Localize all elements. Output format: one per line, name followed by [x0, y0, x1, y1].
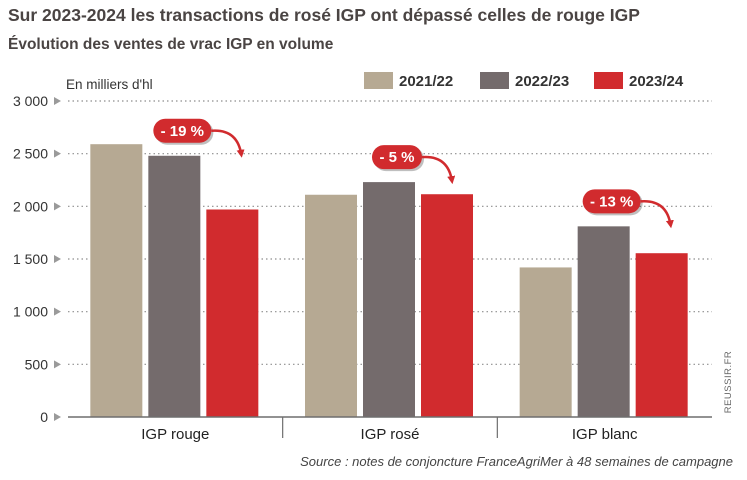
legend-label: 2023/24: [629, 73, 684, 90]
change-annotations: - 19 % - 5 % - 13 %: [153, 118, 674, 229]
y-tick-label: 500: [25, 356, 49, 372]
change-badge: - 19 %: [153, 118, 245, 158]
y-tick-marker: [54, 202, 61, 211]
bar: [148, 155, 201, 418]
down-arrow-icon: [640, 200, 674, 229]
y-tick-marker: [54, 97, 61, 105]
legend-label: 2021/22: [399, 73, 453, 90]
y-tick-label: 3 000: [13, 93, 48, 109]
legend-item: 2021/22: [364, 72, 453, 90]
y-axis-ticks: 0 500 1 000 1 500 2 000 2 500 3 000: [13, 93, 61, 425]
legend-item: 2023/24: [594, 72, 684, 90]
badge-label: - 13 %: [590, 193, 633, 210]
down-arrow-icon: [421, 155, 456, 185]
y-tick-label: 2 000: [13, 198, 48, 214]
bar: [363, 182, 415, 417]
x-axis-categories: IGP rouge IGP rosé IGP blanc: [141, 426, 638, 443]
badge-pill: [582, 189, 641, 214]
legend-swatch: [364, 72, 393, 89]
chart-subtitle: Évolution des ventes de vrac IGP en volu…: [8, 36, 334, 53]
legend-item: 2022/23: [480, 72, 569, 90]
bar: [519, 267, 572, 417]
legend-swatch: [480, 72, 509, 89]
y-axis-label: En milliers d'hl: [66, 77, 153, 92]
y-tick-marker: [54, 413, 61, 421]
source-note: Source : notes de conjoncture FranceAgri…: [300, 454, 733, 469]
bar: [305, 194, 357, 417]
change-badge: - 5 %: [372, 145, 456, 185]
x-category-label: IGP rouge: [141, 426, 209, 443]
bar: [206, 209, 259, 417]
y-tick-marker: [54, 360, 61, 369]
bar: [421, 194, 473, 417]
change-badge: - 13 %: [582, 189, 674, 229]
bar-series: [90, 144, 688, 418]
legend-label: 2022/23: [515, 73, 569, 90]
bar: [90, 144, 143, 418]
y-tick-label: 2 500: [13, 146, 48, 162]
badge-pill: [153, 118, 212, 143]
chart-title: Sur 2023-2024 les transactions de rosé I…: [8, 5, 640, 25]
down-arrow-icon: [211, 129, 245, 158]
badge-pill: [372, 145, 422, 170]
badge-label: - 5 %: [379, 149, 414, 166]
y-tick-marker: [54, 307, 61, 316]
legend-swatch: [594, 72, 623, 89]
y-tick-label: 1 500: [13, 251, 48, 267]
y-tick-marker: [54, 149, 61, 158]
bar: [635, 253, 688, 417]
x-category-label: IGP blanc: [572, 426, 638, 443]
y-tick-marker: [54, 255, 61, 263]
y-tick-label: 0: [40, 409, 48, 425]
badge-label: - 19 %: [161, 123, 204, 140]
credit-label: REUSSIR.FR: [723, 351, 734, 414]
y-tick-label: 1 000: [13, 304, 48, 320]
x-axis: [68, 416, 712, 438]
x-category-label: IGP rosé: [361, 426, 420, 443]
legend: 2021/22 2022/23 2023/24: [364, 72, 684, 90]
bar: [577, 226, 630, 417]
